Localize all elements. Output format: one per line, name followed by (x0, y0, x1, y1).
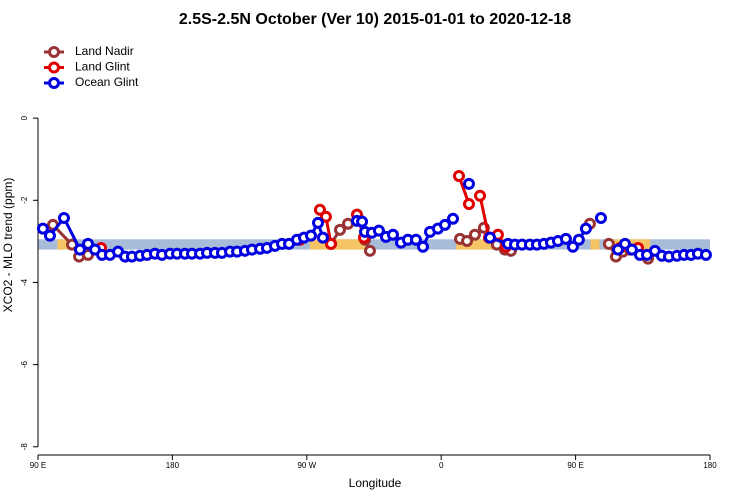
point (468, 228, 481, 241)
point (363, 244, 376, 257)
legend-marker (48, 77, 60, 89)
point (579, 222, 592, 235)
point (446, 212, 459, 225)
legend-label: Land Nadir (75, 44, 134, 58)
point (409, 233, 422, 246)
x-tick-label: 90 W (297, 461, 316, 470)
point (474, 189, 487, 202)
point (699, 248, 712, 261)
point (312, 216, 324, 229)
point (73, 243, 86, 256)
x-tick-label: 0 (439, 461, 444, 470)
legend-label: Ocean Glint (75, 75, 139, 89)
point (462, 177, 475, 190)
chart-title: 2.5S-2.5N October (Ver 10) 2015-01-01 to… (179, 11, 571, 28)
x-tick-label: 90 E (567, 461, 583, 470)
y-axis-label: XCO2 - MLO trend (ppm) (1, 178, 15, 313)
point (594, 211, 607, 224)
x-tick-label: 180 (703, 461, 717, 470)
point (566, 240, 579, 253)
point (57, 211, 70, 224)
legend-marker (48, 61, 60, 74)
point (461, 234, 474, 247)
point (316, 231, 329, 244)
point (572, 233, 585, 246)
land-band (57, 239, 68, 250)
point (452, 170, 465, 183)
y-tick-label: -4 (20, 278, 29, 286)
point (324, 237, 337, 250)
point (36, 222, 49, 235)
point (372, 224, 385, 237)
y-tick-label: -8 (20, 443, 29, 451)
point (304, 229, 317, 242)
point (559, 232, 572, 245)
legend-marker (48, 46, 60, 58)
point (438, 218, 451, 231)
point (386, 228, 399, 241)
point (625, 243, 638, 256)
point (484, 231, 497, 244)
legend-label: Land Glint (75, 60, 130, 74)
x-tick-label: 90 E (30, 461, 46, 470)
y-tick-label: -2 (20, 196, 29, 204)
point (333, 223, 346, 236)
y-tick-label: -6 (20, 361, 29, 369)
point (356, 215, 369, 228)
point (319, 210, 332, 223)
point (43, 229, 56, 242)
point (313, 203, 326, 216)
land-band (309, 239, 366, 250)
land-band (590, 239, 600, 250)
land-band (456, 239, 506, 250)
point (602, 237, 615, 250)
y-tick-label: 0 (20, 115, 29, 120)
x-axis-label: Longitude (349, 476, 402, 490)
point (462, 197, 475, 210)
x-tick-label: 180 (166, 461, 180, 470)
point (416, 240, 429, 253)
ocean-band (38, 239, 710, 250)
